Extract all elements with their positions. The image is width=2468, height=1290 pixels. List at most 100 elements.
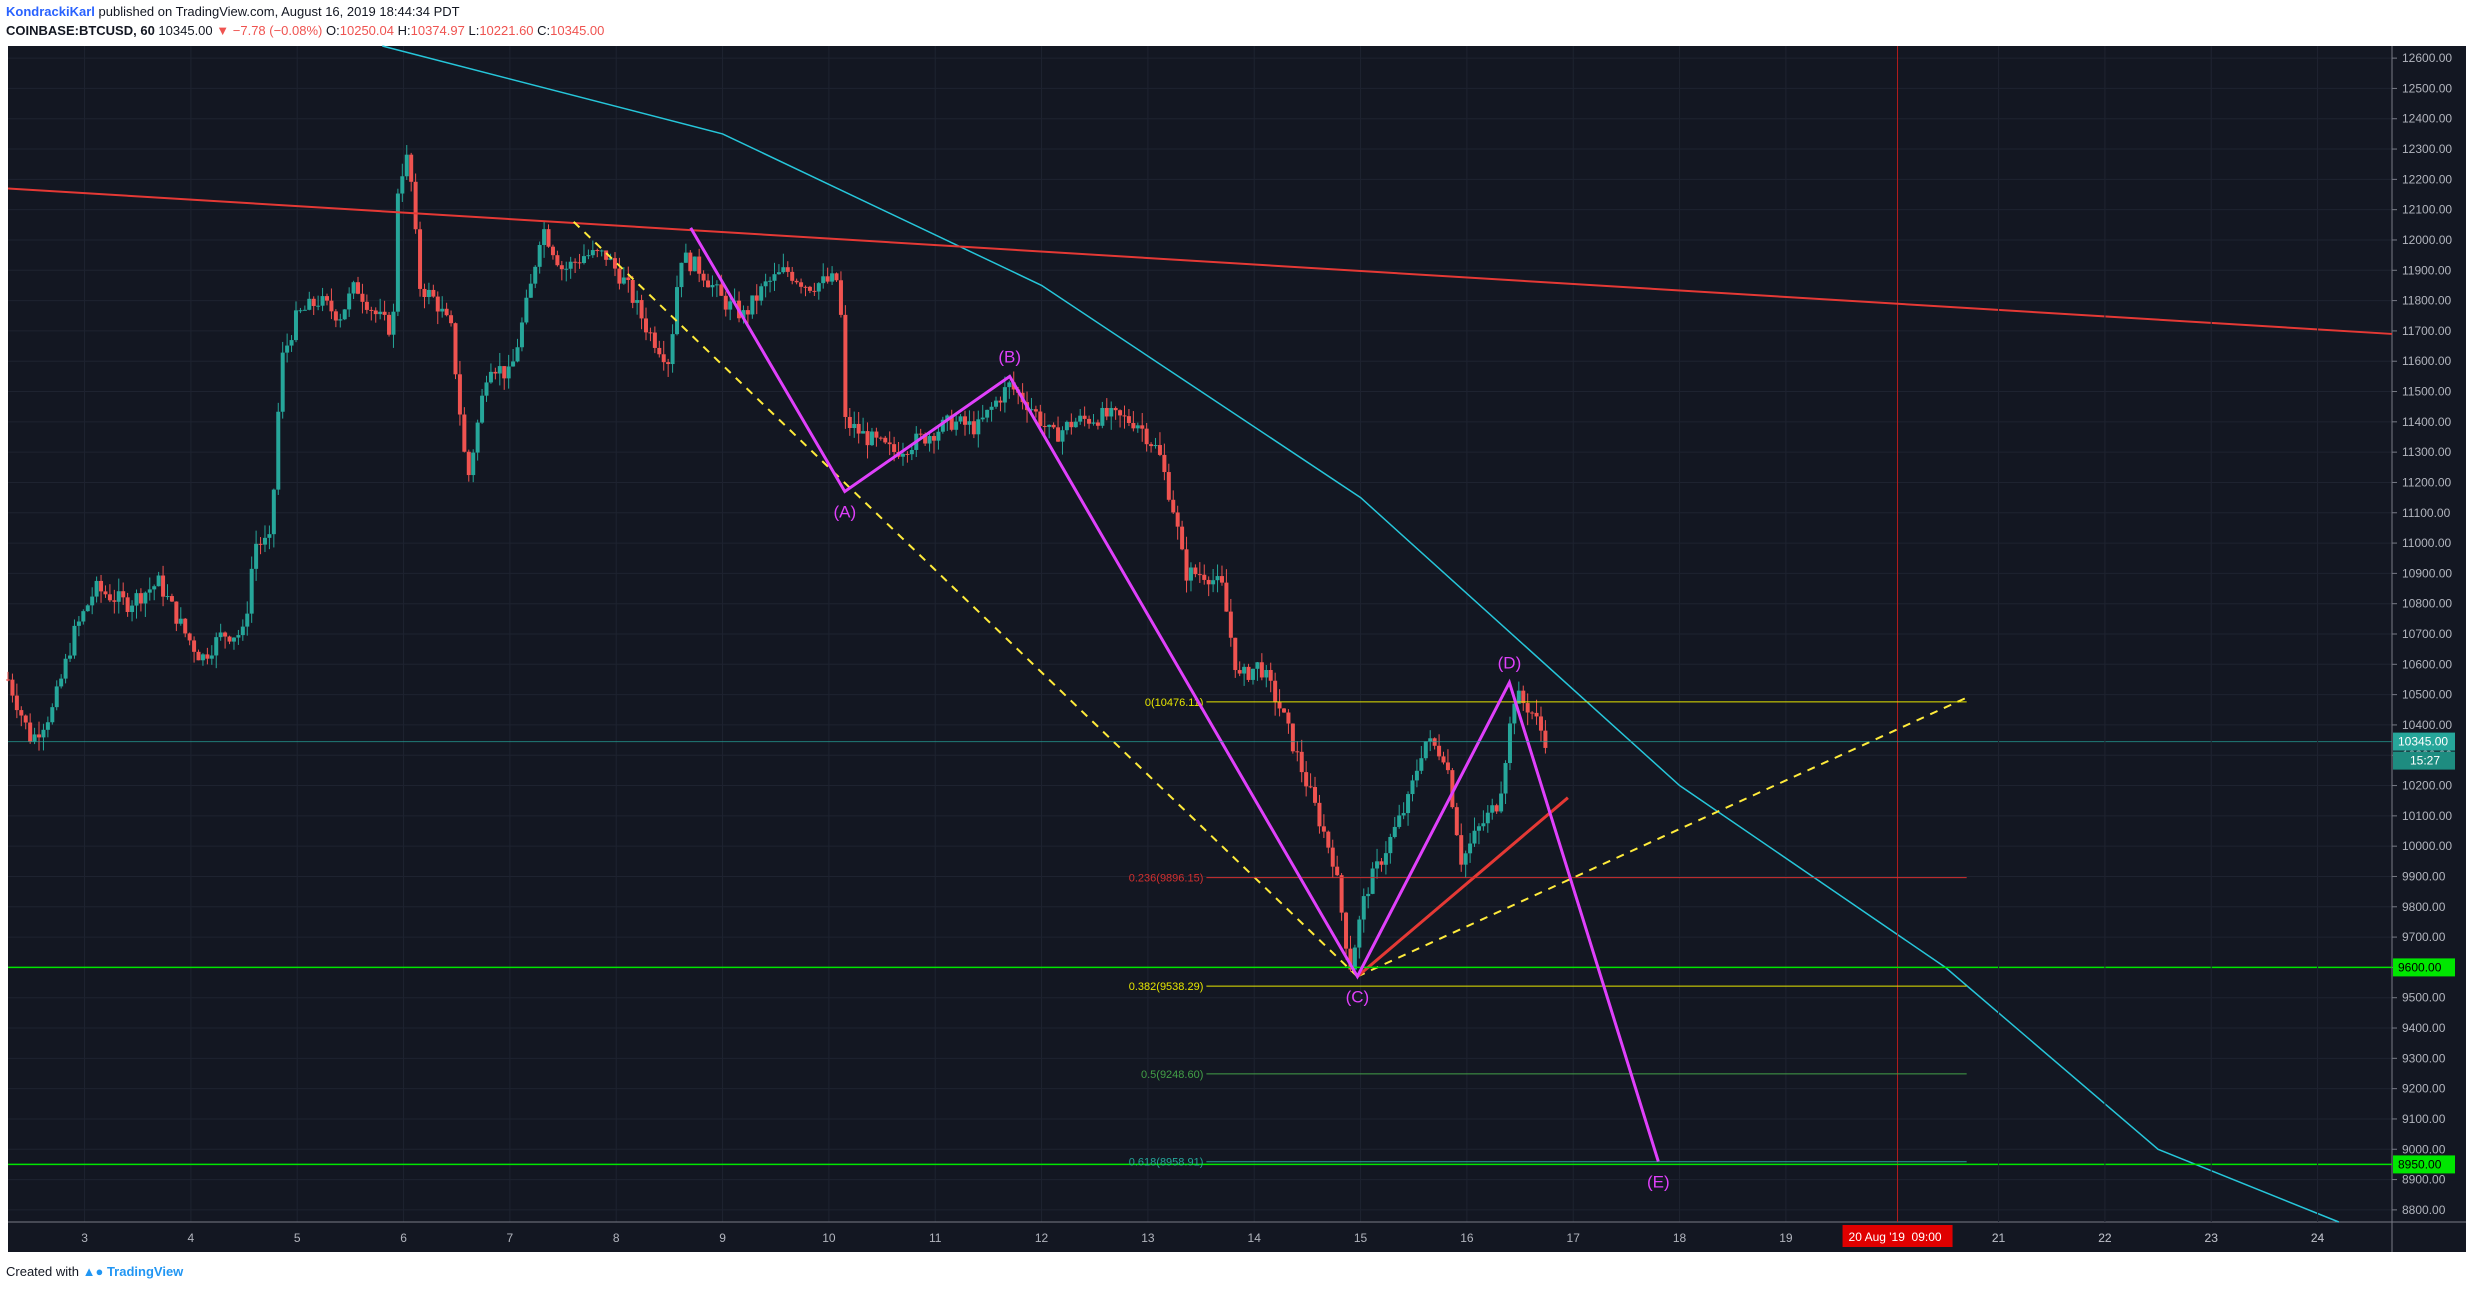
candle-body [1348, 948, 1353, 970]
candle-body [351, 282, 356, 294]
candle-body [1459, 835, 1464, 865]
candle-body [218, 632, 223, 638]
candle-body [692, 256, 697, 272]
candle-body [1002, 387, 1007, 403]
price-tick-label: 9300.00 [2402, 1051, 2446, 1065]
candle-body [1064, 421, 1069, 431]
candle-body [236, 635, 241, 638]
candle-body [1073, 421, 1078, 428]
candle-body [360, 293, 365, 302]
price-tick-label: 9800.00 [2402, 900, 2446, 914]
candle-body [152, 586, 157, 590]
candle-body [621, 277, 626, 284]
candle-body [116, 591, 121, 602]
fib-level-label: 0.618(8958.91) [1129, 1157, 1204, 1169]
candle-body [1530, 712, 1535, 714]
wave-label: (C) [1346, 987, 1370, 1006]
candle-body [480, 395, 485, 423]
candle-body [1507, 723, 1512, 764]
candle-body [683, 252, 688, 263]
candle-body [697, 256, 702, 274]
ohlc-open-label: O: [326, 23, 340, 38]
candle-body [364, 301, 369, 310]
candle-body [50, 707, 55, 723]
chart-area[interactable]: 12600.00 12500.00 12400.00 12300.00 12200.00… [0, 44, 2468, 1254]
time-tick-label: 22 [2098, 1231, 2112, 1245]
candle-body [1206, 579, 1211, 585]
candle-body [378, 311, 383, 315]
elliott-wave-path [689, 227, 1660, 1162]
candle-body [90, 596, 95, 606]
candle-body [1100, 407, 1105, 426]
candle-body [723, 295, 728, 310]
author-link[interactable]: KondrackiKarl [6, 4, 95, 19]
candle-body [103, 591, 108, 595]
candle-body [945, 415, 950, 420]
price-axis-background [2392, 46, 2466, 1222]
price-tick-label: 8900.00 [2402, 1173, 2446, 1187]
candle-body [37, 734, 42, 738]
candle-body [1476, 826, 1481, 831]
candle-body [1463, 853, 1468, 865]
trendline-red-rising [1356, 796, 1569, 978]
price-chart[interactable]: 12600.00 12500.00 12400.00 12300.00 12200.00… [0, 44, 2468, 1254]
candle-body [493, 371, 498, 374]
candle-body [245, 613, 250, 627]
candle-body [280, 352, 285, 412]
publish-info: KondrackiKarl published on TradingView.c… [6, 4, 460, 19]
candle-body [994, 400, 999, 407]
candle-body [1211, 580, 1216, 585]
candle-body [533, 266, 538, 284]
time-axis: 3 4 5 6 7 8 9 10 11 12 13 14 15 16 17 18 19 21 22 23 24 [81, 1231, 2324, 1245]
ohlc-open-value: 10250.04 [339, 23, 394, 38]
ohlc-low-label: L: [468, 23, 480, 38]
candle-body [1202, 574, 1207, 580]
tradingview-brand: TradingView [106, 1264, 184, 1279]
candle-body [1242, 666, 1247, 674]
candle-body [1282, 708, 1287, 713]
candle-body [754, 295, 759, 301]
tradingview-logo[interactable]: ▲● TradingView [82, 1264, 184, 1279]
candle-body [719, 284, 724, 296]
candle-body [1357, 919, 1362, 948]
candle-body [1051, 424, 1056, 428]
price-tick-label: 12400.00 [2402, 112, 2452, 126]
candle-body [1450, 770, 1455, 808]
candle-body [1047, 424, 1052, 427]
candle-body [200, 654, 205, 661]
candle-body [1361, 896, 1366, 920]
candle-body [289, 340, 294, 346]
symbol-info: COINBASE:BTCUSD, 60 10345.00 ▼ −7.78 (−0… [6, 23, 604, 38]
candle-body [10, 679, 15, 696]
candle-body [347, 293, 352, 310]
time-tick-label: 5 [294, 1231, 301, 1245]
candle-body [909, 449, 914, 455]
candle-body [1140, 425, 1145, 429]
candle-body [599, 250, 604, 252]
price-tick-label: 11600.00 [2402, 354, 2451, 368]
candle-body [1472, 830, 1477, 844]
candle-body [1144, 428, 1149, 445]
current-price-tag [2393, 732, 2455, 751]
price-tick-label: 11400.00 [2402, 415, 2451, 429]
candle-body [475, 422, 480, 453]
candle-body [688, 252, 693, 272]
candle-body [608, 258, 613, 260]
price-tick-label: 10000.00 [2402, 839, 2452, 853]
candle-body [559, 265, 564, 270]
created-with-label: Created with [6, 1264, 79, 1279]
wave-label: (E) [1647, 1172, 1670, 1191]
candle-body [701, 273, 706, 281]
candle-body [852, 423, 857, 429]
time-tick-label: 22 [2098, 1231, 2112, 1245]
candle-body [1078, 415, 1083, 422]
candle-body [320, 296, 325, 306]
candle-body [1224, 582, 1229, 612]
candle-body [1153, 445, 1158, 447]
price-tick-label: 9000.00 [2402, 1142, 2446, 1156]
candle-body [923, 434, 928, 444]
candle-body [422, 288, 427, 297]
candle-body [528, 283, 533, 298]
candle-body [635, 300, 640, 303]
ohlc-high-label: H: [397, 23, 411, 38]
